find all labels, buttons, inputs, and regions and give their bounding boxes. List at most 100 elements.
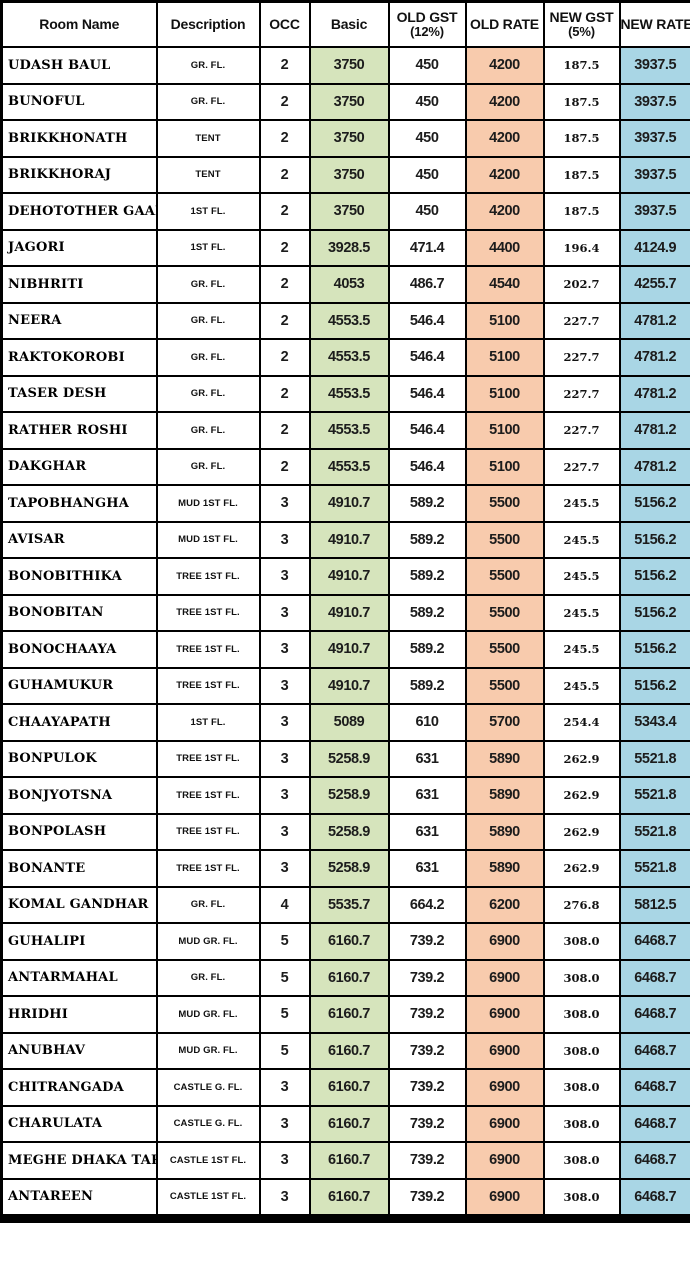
cell-basic: 4910.7 xyxy=(308,666,390,705)
cell-occupancy: 3 xyxy=(258,776,311,815)
cell-basic: 4553.5 xyxy=(308,411,390,450)
cell-old-rate: 5100 xyxy=(464,338,545,377)
cell-description: TREE 1ST FL. xyxy=(155,812,261,851)
cell-new-gst: 262.9 xyxy=(542,739,621,778)
cell-new-gst: 308.0 xyxy=(542,1104,621,1143)
cell-description: TENT xyxy=(155,119,261,158)
cell-basic: 4910.7 xyxy=(308,630,390,669)
cell-occupancy: 2 xyxy=(258,46,311,85)
table-row: DEHOTOTHER GAAN 1ST FL. 2 3750 450 4200 … xyxy=(0,192,690,231)
cell-room-name: AVISAR xyxy=(0,520,158,559)
cell-new-gst: 187.5 xyxy=(542,82,621,121)
cell-old-rate: 5100 xyxy=(464,447,545,486)
table-row: CHITRANGADA CASTLE G. FL. 3 6160.7 739.2… xyxy=(0,1068,690,1107)
cell-basic: 3750 xyxy=(308,82,390,121)
cell-old-rate: 4200 xyxy=(464,119,545,158)
cell-new-rate: 6468.7 xyxy=(618,1177,690,1220)
cell-basic: 4910.7 xyxy=(308,520,390,559)
cell-basic: 6160.7 xyxy=(308,922,390,961)
cell-basic: 4553.5 xyxy=(308,447,390,486)
cell-old-rate: 5890 xyxy=(464,739,545,778)
cell-new-rate: 4781.2 xyxy=(618,338,690,377)
cell-old-gst: 631 xyxy=(387,776,467,815)
cell-basic: 6160.7 xyxy=(308,958,390,997)
cell-room-name: GUHALIPI xyxy=(0,922,158,961)
table-row: RAKTOKOROBI GR. FL. 2 4553.5 546.4 5100 … xyxy=(0,338,690,377)
cell-old-gst: 631 xyxy=(387,849,467,888)
cell-old-gst: 486.7 xyxy=(387,265,467,304)
cell-room-name: BONANTE xyxy=(0,849,158,888)
cell-old-rate: 6900 xyxy=(464,922,545,961)
cell-new-gst: 227.7 xyxy=(542,411,621,450)
cell-occupancy: 3 xyxy=(258,1104,311,1143)
table-row: JAGORI 1ST FL. 2 3928.5 471.4 4400 196.4… xyxy=(0,228,690,267)
cell-new-gst: 262.9 xyxy=(542,776,621,815)
cell-room-name: BONOBITHIKA xyxy=(0,557,158,596)
table-row: KOMAL GANDHAR GR. FL. 4 5535.7 664.2 620… xyxy=(0,885,690,924)
cell-room-name: BRIKKHORAJ xyxy=(0,155,158,194)
cell-old-rate: 5500 xyxy=(464,484,545,523)
cell-room-name: GUHAMUKUR xyxy=(0,666,158,705)
cell-old-gst: 589.2 xyxy=(387,520,467,559)
cell-old-rate: 5500 xyxy=(464,630,545,669)
column-header-room: Room Name xyxy=(0,0,158,48)
cell-occupancy: 5 xyxy=(258,958,311,997)
cell-description: GR. FL. xyxy=(155,447,261,486)
cell-old-gst: 471.4 xyxy=(387,228,467,267)
cell-description: 1ST FL. xyxy=(155,228,261,267)
cell-basic: 6160.7 xyxy=(308,1177,390,1220)
cell-new-rate: 5156.2 xyxy=(618,520,690,559)
cell-old-rate: 6900 xyxy=(464,1031,545,1070)
cell-room-name: BONPULOK xyxy=(0,739,158,778)
cell-old-rate: 6200 xyxy=(464,885,545,924)
cell-new-rate: 3937.5 xyxy=(618,46,690,85)
cell-old-rate: 6900 xyxy=(464,995,545,1034)
cell-occupancy: 2 xyxy=(258,155,311,194)
cell-basic: 4553.5 xyxy=(308,374,390,413)
cell-room-name: RAKTOKOROBI xyxy=(0,338,158,377)
cell-new-gst: 227.7 xyxy=(542,447,621,486)
cell-new-rate: 5521.8 xyxy=(618,776,690,815)
cell-new-gst: 308.0 xyxy=(542,958,621,997)
cell-new-rate: 4781.2 xyxy=(618,301,690,340)
cell-basic: 5258.9 xyxy=(308,739,390,778)
column-header-label: OCC xyxy=(269,16,300,33)
cell-old-gst: 589.2 xyxy=(387,630,467,669)
table-row: BONOBITAN TREE 1ST FL. 3 4910.7 589.2 55… xyxy=(0,593,690,632)
cell-occupancy: 5 xyxy=(258,1031,311,1070)
table-row: HRIDHI MUD GR. FL. 5 6160.7 739.2 6900 3… xyxy=(0,995,690,1034)
cell-new-gst: 202.7 xyxy=(542,265,621,304)
cell-description: GR. FL. xyxy=(155,338,261,377)
cell-occupancy: 3 xyxy=(258,630,311,669)
cell-old-gst: 739.2 xyxy=(387,1141,467,1180)
cell-new-rate: 4255.7 xyxy=(618,265,690,304)
cell-old-gst: 589.2 xyxy=(387,557,467,596)
cell-room-name: KOMAL GANDHAR xyxy=(0,885,158,924)
cell-new-rate: 6468.7 xyxy=(618,1068,690,1107)
cell-new-rate: 4781.2 xyxy=(618,374,690,413)
table-row: BONOBITHIKA TREE 1ST FL. 3 4910.7 589.2 … xyxy=(0,557,690,596)
cell-room-name: DAKGHAR xyxy=(0,447,158,486)
cell-occupancy: 2 xyxy=(258,374,311,413)
cell-description: MUD GR. FL. xyxy=(155,922,261,961)
cell-old-rate: 4540 xyxy=(464,265,545,304)
table-row: BRIKKHONATH TENT 2 3750 450 4200 187.5 3… xyxy=(0,119,690,158)
cell-old-gst: 546.4 xyxy=(387,374,467,413)
cell-old-rate: 6900 xyxy=(464,1177,545,1220)
cell-room-name: HRIDHI xyxy=(0,995,158,1034)
cell-description: GR. FL. xyxy=(155,82,261,121)
cell-description: MUD 1ST FL. xyxy=(155,484,261,523)
column-header-occ: OCC xyxy=(258,0,311,48)
cell-occupancy: 2 xyxy=(258,447,311,486)
room-rate-sheet: Room Name Description OCC Basic OLD GST … xyxy=(0,0,690,1223)
cell-room-name: NIBHRITI xyxy=(0,265,158,304)
cell-old-gst: 739.2 xyxy=(387,1177,467,1220)
cell-old-rate: 5500 xyxy=(464,520,545,559)
cell-new-rate: 3937.5 xyxy=(618,119,690,158)
cell-new-gst: 308.0 xyxy=(542,1068,621,1107)
cell-basic: 3928.5 xyxy=(308,228,390,267)
cell-new-gst: 245.5 xyxy=(542,557,621,596)
cell-room-name: ANTARMAHAL xyxy=(0,958,158,997)
cell-basic: 5258.9 xyxy=(308,812,390,851)
cell-new-gst: 254.4 xyxy=(542,703,621,742)
